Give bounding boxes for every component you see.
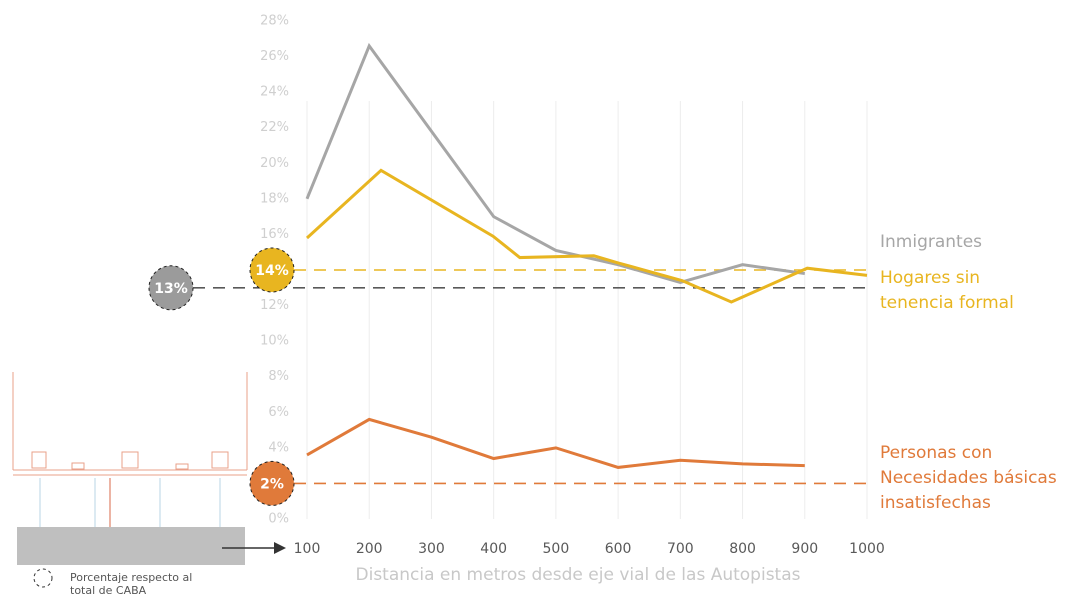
legend-label: Personas con Necesidades básicas insatis…	[880, 443, 1057, 513]
reference-badge	[249, 247, 295, 293]
reference-label: 13%	[154, 281, 188, 297]
legend-circle	[33, 568, 53, 588]
series-line	[305, 168, 868, 304]
x-tick-label: 100	[294, 541, 321, 557]
reference-badge	[249, 460, 295, 506]
reference-badge	[148, 265, 194, 311]
reference-label: 14%	[255, 263, 289, 279]
y-tick-label: 18%	[260, 191, 289, 206]
x-tick-label: 1000	[849, 541, 885, 557]
y-tick-label: 22%	[260, 120, 289, 135]
y-tick-label: 24%	[260, 85, 289, 100]
x-tick-label: 900	[791, 541, 818, 557]
y-tick-label: 16%	[260, 227, 289, 242]
y-tick-label: 12%	[260, 298, 289, 313]
y-tick-label: 6%	[268, 405, 289, 420]
x-tick-label: 800	[729, 541, 756, 557]
note: Porcentaje respecto al total de CABA	[70, 571, 193, 597]
x-tick-label: 500	[543, 541, 570, 557]
y-tick-label: 0%	[268, 512, 289, 527]
x-axis-title: Distancia en metros desde eje vial de la…	[356, 565, 801, 585]
highway-base	[17, 527, 245, 565]
legend-label: Hogares sin tenencia formal	[880, 268, 1014, 313]
y-tick-label: 10%	[260, 334, 289, 349]
series-line	[305, 42, 805, 285]
series-line	[306, 417, 805, 469]
legend-label: Inmigrantes	[880, 232, 983, 252]
y-tick-label: 4%	[268, 440, 289, 455]
x-tick-label: 300	[418, 541, 445, 557]
x-tick-label: 600	[605, 541, 632, 557]
highway-illustration	[12, 372, 248, 527]
x-tick-label: 700	[667, 541, 694, 557]
y-tick-label: 8%	[268, 369, 289, 384]
y-tick-label: 26%	[260, 49, 289, 64]
arrow-head	[274, 542, 286, 554]
x-tick-label: 200	[356, 541, 383, 557]
y-tick-label: 20%	[260, 156, 289, 171]
x-tick-label: 400	[480, 541, 507, 557]
y-tick-label: 28%	[260, 14, 289, 29]
reference-label: 2%	[260, 476, 284, 492]
